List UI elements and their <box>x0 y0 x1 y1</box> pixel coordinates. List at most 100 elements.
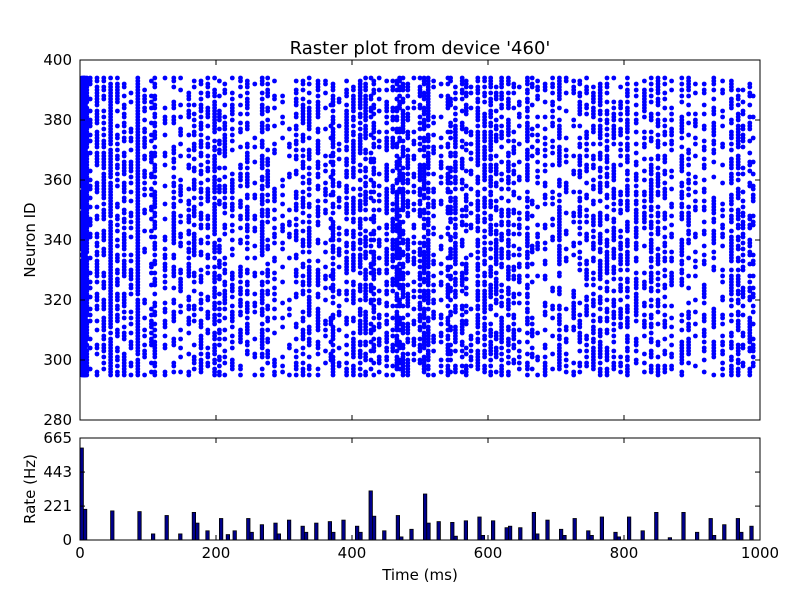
spike-dot <box>642 189 647 195</box>
spike-dot <box>618 228 623 234</box>
spike-dot <box>171 201 177 207</box>
spike-dot <box>217 147 222 153</box>
spike-dot <box>84 255 90 261</box>
spike-dot <box>571 300 577 306</box>
spike-dot <box>244 240 250 246</box>
spike-dot <box>482 228 487 234</box>
spike-dot <box>516 195 522 201</box>
spike-dot <box>482 315 487 321</box>
spike-dot <box>162 285 168 291</box>
spike-dot <box>611 201 617 207</box>
spike-dot <box>363 309 368 315</box>
spike-dot <box>121 129 127 135</box>
spike-dot <box>459 237 465 243</box>
spike-dot <box>272 186 277 192</box>
spike-dot <box>400 96 406 102</box>
spike-dot <box>642 135 647 141</box>
spike-dot <box>128 99 134 105</box>
spike-dot <box>265 243 271 249</box>
spike-dot <box>463 345 469 351</box>
spike-dot <box>611 105 617 111</box>
spike-dot <box>468 156 474 162</box>
spike-dot <box>448 369 453 375</box>
spike-dot <box>171 156 177 162</box>
spike-dot <box>535 138 540 144</box>
spike-dot <box>488 357 494 363</box>
spike-dot <box>584 333 589 339</box>
spike-dot <box>186 186 192 192</box>
spike-dot <box>459 177 465 183</box>
spike-dot <box>115 75 120 81</box>
spike-dot <box>563 210 569 216</box>
spike-dot <box>499 345 504 351</box>
spike-dot <box>499 144 504 150</box>
spike-dot <box>633 198 639 204</box>
spike-dot <box>229 195 235 201</box>
spike-dot <box>577 99 583 105</box>
spike-dot <box>400 186 406 192</box>
spike-dot <box>642 225 647 231</box>
spike-dot <box>390 84 396 90</box>
spike-dot <box>438 135 444 141</box>
spike-dot <box>431 348 436 354</box>
spike-dot <box>390 276 396 282</box>
spike-dot <box>252 180 258 186</box>
spike-dot <box>542 360 548 366</box>
spike-dot <box>293 348 299 354</box>
spike-dot <box>244 279 250 285</box>
spike-dot <box>357 297 363 303</box>
spike-dot <box>411 183 417 189</box>
spike-dot <box>384 267 390 273</box>
spike-dot <box>411 153 417 159</box>
spike-dot <box>336 195 342 201</box>
spike-dot <box>300 78 306 84</box>
spike-dot <box>222 222 228 228</box>
spike-dot <box>384 330 390 336</box>
spike-dot <box>323 333 328 339</box>
spike-dot <box>205 90 211 96</box>
spike-dot <box>642 87 647 93</box>
spike-dot <box>468 186 474 192</box>
spike-dot <box>205 234 211 240</box>
spike-dot <box>115 141 120 147</box>
spike-dot <box>162 273 168 279</box>
spike-dot <box>222 327 228 333</box>
spike-dot <box>584 207 589 213</box>
spike-dot <box>591 90 596 96</box>
spike-dot <box>633 336 639 342</box>
spike-dot <box>577 219 583 225</box>
spike-dot <box>448 180 453 186</box>
spike-dot <box>604 171 610 177</box>
spike-dot <box>265 117 271 123</box>
spike-dot <box>591 123 596 129</box>
spike-dot <box>550 234 555 240</box>
spike-dot <box>162 279 168 285</box>
spike-dot <box>315 171 321 177</box>
spike-dot <box>371 78 377 84</box>
spike-dot <box>152 276 158 282</box>
spike-dot <box>351 252 356 258</box>
spike-dot <box>506 228 511 234</box>
spike-dot <box>400 342 406 348</box>
spike-dot <box>265 267 271 273</box>
spike-dot <box>101 207 107 213</box>
spike-dot <box>152 327 158 333</box>
spike-dot <box>648 297 654 303</box>
spike-dot <box>149 171 154 177</box>
spike-dot <box>597 246 603 252</box>
spike-dot <box>371 180 377 186</box>
spike-dot <box>259 96 265 102</box>
spike-dot <box>371 228 377 234</box>
spike-dot <box>265 261 271 267</box>
spike-dot <box>229 282 235 288</box>
spike-dot <box>511 162 517 168</box>
spike-dot <box>577 168 583 174</box>
spike-dot <box>411 129 417 135</box>
spike-dot <box>306 75 312 81</box>
spike-dot <box>198 114 204 120</box>
spike-dot <box>625 294 630 300</box>
spike-dot <box>633 129 639 135</box>
spike-dot <box>293 336 299 342</box>
spike-dot <box>488 321 494 327</box>
spike-dot <box>101 366 107 372</box>
